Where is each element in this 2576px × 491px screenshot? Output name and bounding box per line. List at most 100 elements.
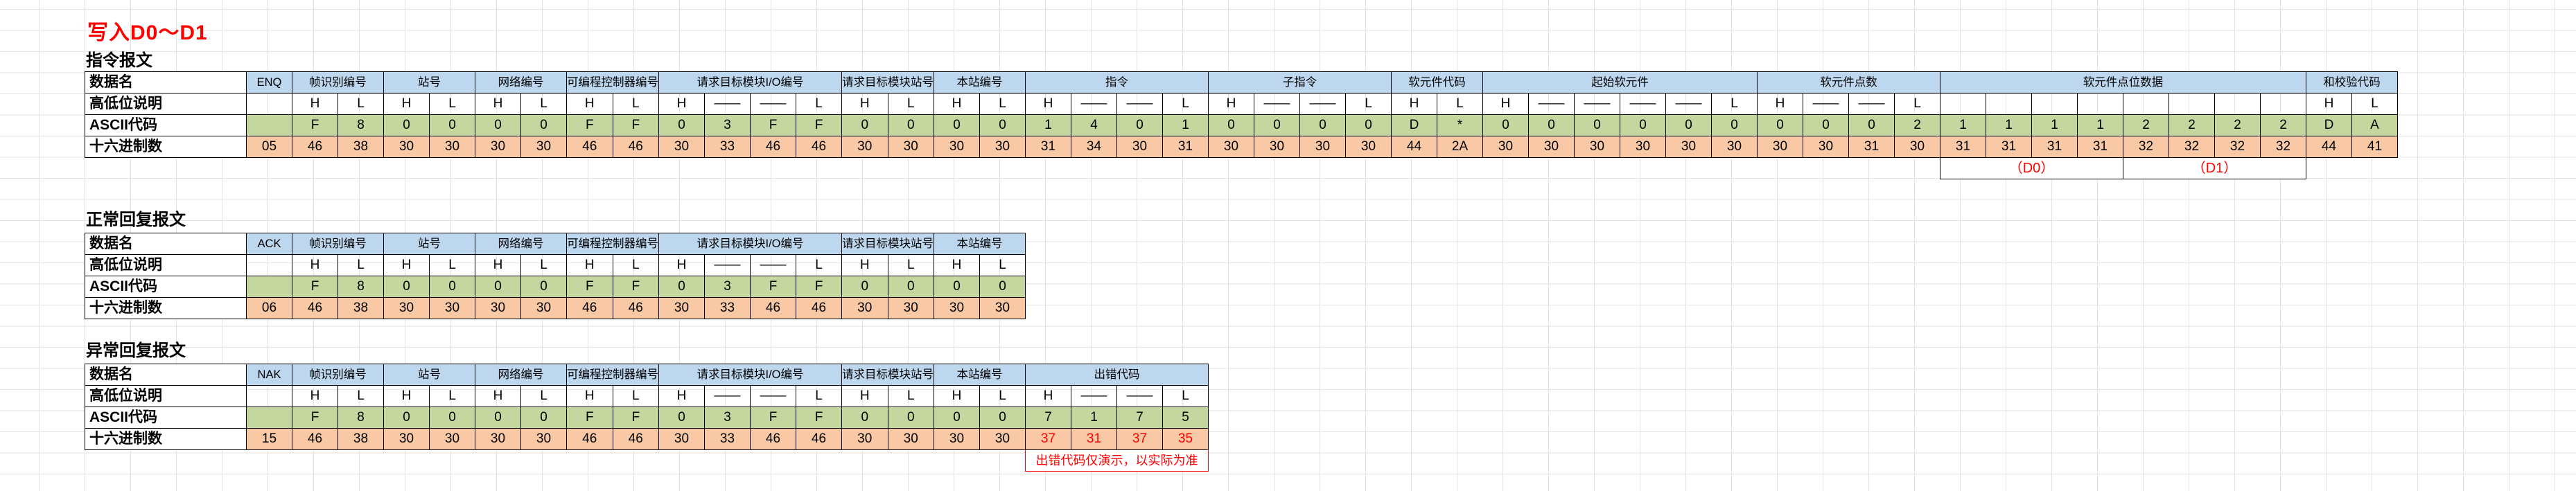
high-low-cell: H [566,385,613,407]
hex-cell: 32 [2214,136,2261,158]
hex-cell: 30 [979,136,1026,158]
high-low-cell: H [2306,93,2352,115]
high-low-cell: H [475,254,521,276]
hex-cell: 30 [429,136,475,158]
ascii-cell: 0 [658,276,705,298]
ascii-cell: F [796,114,842,136]
ascii-cell: 0 [475,114,521,136]
hex-cell: 30 [1528,136,1575,158]
field-header: 起始软元件 [1482,71,1758,93]
ascii-cell: 8 [338,407,384,429]
field-header: 可编程控制器编号 [566,233,659,255]
high-low-cell: H [292,93,338,115]
hex-cell: 30 [979,428,1026,450]
ascii-cell: 0 [1482,114,1529,136]
ascii-cell: F [566,114,613,136]
high-low-cell: H [292,385,338,407]
high-low-cell: H [1391,93,1437,115]
ascii-cell: 0 [429,407,475,429]
ascii-cell: 8 [338,114,384,136]
ascii-cell: 3 [704,407,751,429]
ascii-cell: 1 [1071,407,1117,429]
ascii-cell: 3 [704,114,751,136]
high-low-cell [2077,93,2123,115]
high-low-cell: H [658,93,705,115]
ascii-cell: 0 [1803,114,1849,136]
field-header: 请求目标模块站号 [841,233,934,255]
ascii-cell: 0 [841,407,888,429]
field-header: 请求目标模块I/O编号 [658,364,842,386]
hex-cell: 30 [1665,136,1712,158]
ascii-cell: 0 [841,276,888,298]
ascii-cell: 3 [704,276,751,298]
high-low-cell: —— [704,385,751,407]
ascii-cell: F [566,276,613,298]
ascii-cell: 0 [429,276,475,298]
ascii-cell: 8 [338,276,384,298]
high-low-cell: H [1208,93,1254,115]
row-label-data-name: 数据名 [85,364,247,386]
hex-cell: 46 [292,136,338,158]
ascii-cell: F [612,407,659,429]
high-low-cell: H [1025,385,1071,407]
annotation-label: （D0） [1940,157,2123,179]
high-low-cell: L [338,385,384,407]
high-low-cell: L [796,385,842,407]
ascii-cell: F [612,114,659,136]
message-table-abnormal-reply: 数据名 NAK 帧识别编号 站号 网络编号 可编程控制器编号 请求目标模块I/O编号 请求目标… [85,364,1209,472]
hex-cell: 31 [2031,136,2078,158]
high-low-cell: —— [750,385,796,407]
field-header: 网络编号 [475,71,567,93]
row-label-hex: 十六进制数 [85,428,247,450]
hex-cell: 30 [1711,136,1758,158]
high-low-cell [246,93,292,115]
hex-cell: 38 [338,136,384,158]
annotation-spacer [2306,158,2398,179]
hex-cell: 31 [1025,136,1071,158]
high-low-cell: L [887,93,934,115]
high-low-cell: L [979,254,1026,276]
high-low-cell: H [383,385,430,407]
high-low-cell: L [338,93,384,115]
high-low-cell: —— [1848,93,1895,115]
hex-cell: 30 [841,297,888,319]
ascii-cell [246,114,292,136]
hex-cell: 41 [2351,136,2398,158]
ascii-cell: 1 [1986,114,2032,136]
ascii-cell: 0 [383,276,430,298]
ascii-cell: 0 [1345,114,1392,136]
ascii-cell: F [292,407,338,429]
hex-cell: 46 [292,297,338,319]
ascii-cell: 0 [979,114,1026,136]
high-low-cell: L [1711,93,1758,115]
hex-cell: 30 [934,136,980,158]
high-low-cell: —— [704,93,751,115]
row-label-data-name: 数据名 [85,233,247,255]
annotation-label: 出错代码仅演示，以实际为准 [1025,449,1209,472]
hex-cell: 30 [520,297,567,319]
ascii-cell: 7 [1116,407,1163,429]
field-header: ACK [246,233,292,255]
high-low-cell: —— [1116,93,1163,115]
field-header: 请求目标模块站号 [841,71,934,93]
ascii-cell: A [2351,114,2398,136]
ascii-cell: 0 [1711,114,1758,136]
row-label-ascii: ASCII代码 [85,114,247,136]
field-header: 和校验代码 [2306,71,2398,93]
hex-cell: 31 [1940,136,1986,158]
ascii-cell: 0 [1299,114,1346,136]
ascii-cell: 0 [887,276,934,298]
high-low-cell: H [934,385,980,407]
hex-cell: 30 [934,297,980,319]
hex-cell: 30 [1894,136,1940,158]
hex-cell: 37 [1116,428,1163,450]
ascii-cell: 0 [1665,114,1712,136]
field-header: 站号 [383,233,475,255]
hex-cell: 46 [750,297,796,319]
hex-cell: 30 [383,428,430,450]
high-low-cell: L [520,385,567,407]
ascii-cell: 1 [2077,114,2123,136]
high-low-cell: L [979,385,1026,407]
high-low-cell: L [338,254,384,276]
field-header: 帧识别编号 [292,71,384,93]
